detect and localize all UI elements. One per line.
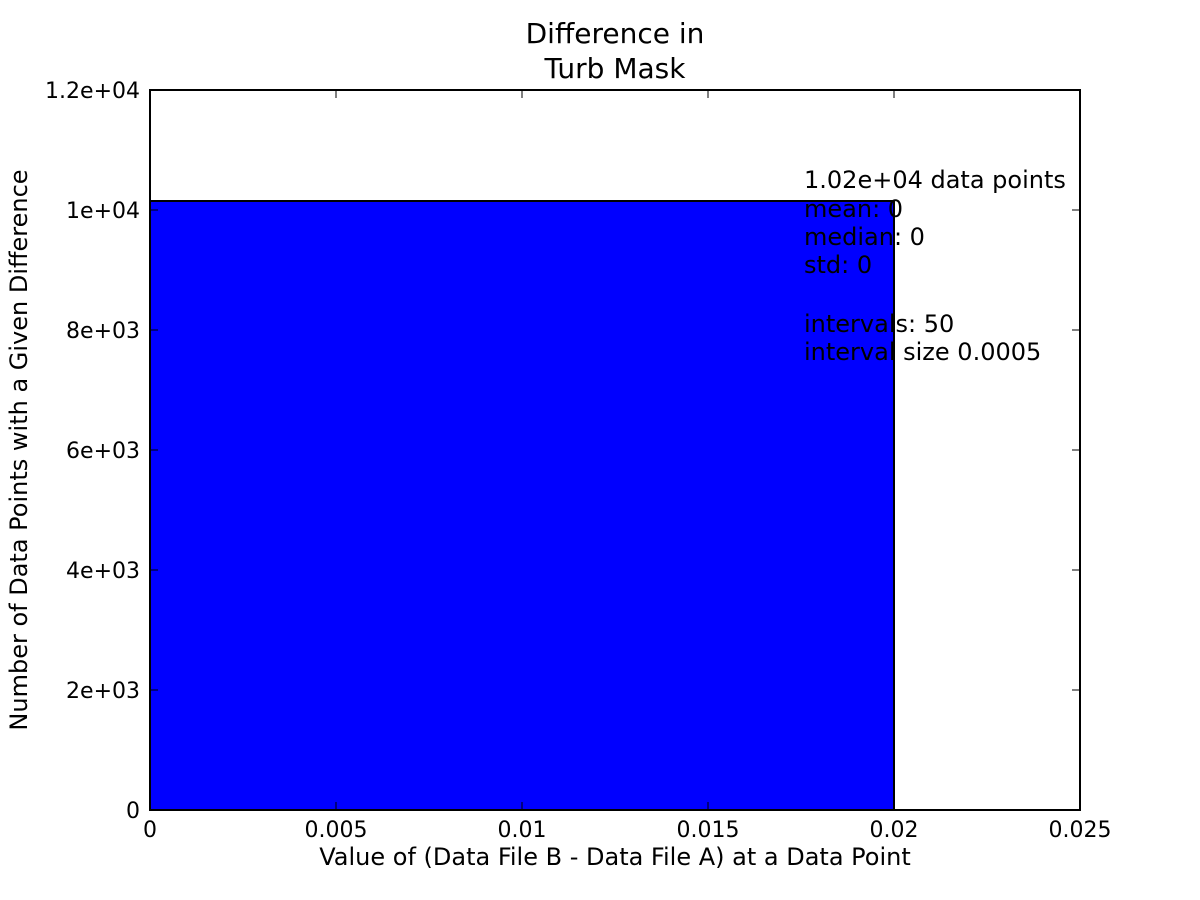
- stats-line-median: median: 0: [804, 223, 925, 251]
- y-tick-label: 1e+04: [66, 199, 140, 224]
- y-tick-label: 4e+03: [66, 559, 140, 584]
- bars: [149, 200, 895, 811]
- chart-title-line-2: Turb Mask: [544, 52, 687, 85]
- x-tick-label: 0.005: [305, 818, 368, 843]
- tick-labels: 0 0.005 0.01 0.015 0.02 0.025 0 2e+03 4e+03 6e+03…: [45, 79, 1111, 843]
- histogram-bar: [149, 200, 895, 811]
- stats-line-count: 1.02e+04 data points: [804, 166, 1066, 194]
- x-tick-label: 0.01: [498, 818, 547, 843]
- y-tick-label: 0: [126, 799, 140, 824]
- stats-line-std: std: 0: [804, 251, 872, 279]
- y-tick-label: 6e+03: [66, 439, 140, 464]
- plot-frame: [149, 89, 1081, 811]
- x-tick-label: 0.025: [1049, 818, 1112, 843]
- y-axis-label: Number of Data Points with a Given Diffe…: [5, 169, 33, 730]
- stats-line-intervals: intervals: 50: [804, 310, 954, 338]
- x-tick-label: 0.02: [870, 818, 919, 843]
- chart-title: Difference in Turb Mask: [526, 17, 705, 85]
- x-tick-label: 0: [143, 818, 157, 843]
- x-tick-label: 0.015: [677, 818, 740, 843]
- y-tick-label: 2e+03: [66, 679, 140, 704]
- x-axis-label: Value of (Data File B - Data File A) at …: [319, 843, 911, 871]
- y-tick-label: 8e+03: [66, 319, 140, 344]
- chart-title-line-1: Difference in: [526, 17, 705, 50]
- stats-line-mean: mean: 0: [804, 195, 903, 223]
- stats-annotation: 1.02e+04 data points mean: 0 median: 0 s…: [804, 166, 1066, 366]
- y-tick-label: 1.2e+04: [45, 79, 140, 104]
- stats-line-interval-size: interval size 0.0005: [804, 338, 1041, 366]
